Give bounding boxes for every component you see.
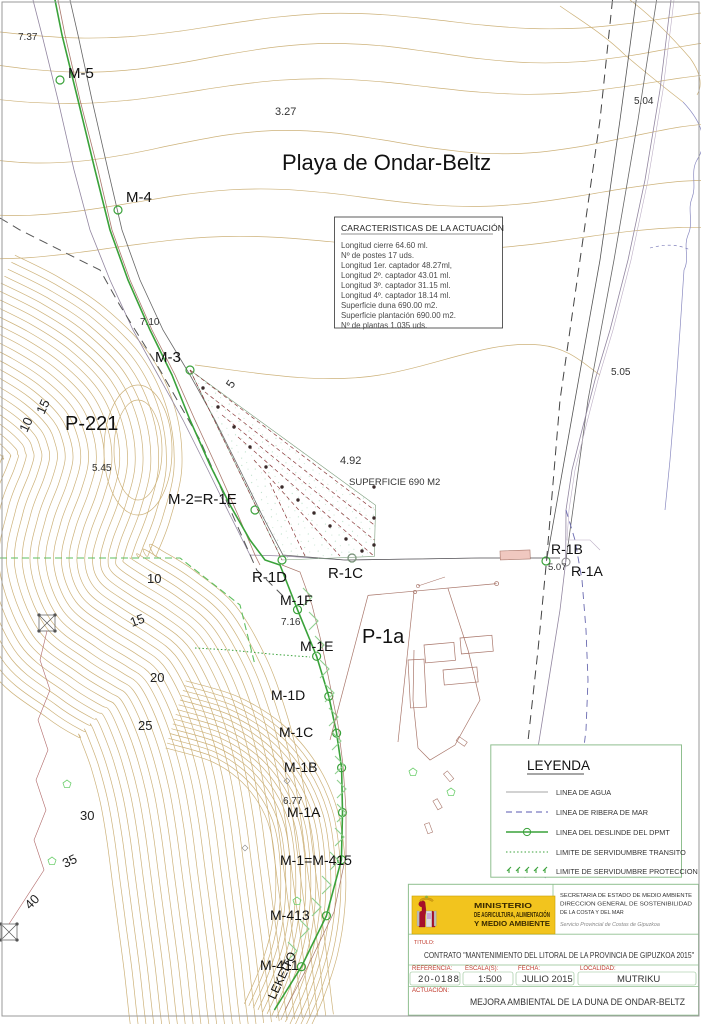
svg-text:DIRECCION GENERAL DE SOSTENIBI: DIRECCION GENERAL DE SOSTENIBILIDAD <box>560 902 692 908</box>
svg-text:LOCALIDAD:: LOCALIDAD: <box>580 966 616 972</box>
svg-text:Longitud 4º. captador 18.14: Longitud 4º. captador 18.14 ml. <box>341 291 450 300</box>
svg-text:CONTRATO "MANTENIMIENTO DEL L: CONTRATO "MANTENIMIENTO DEL LITORAL DE L… <box>424 950 694 960</box>
svg-text:20-0188: 20-0188 <box>418 974 460 985</box>
svg-text:M-4: M-4 <box>126 189 152 206</box>
svg-text:LIMITE DE SERVIDUMBRE PROTECCI: LIMITE DE SERVIDUMBRE PROTECCION <box>556 867 698 876</box>
svg-text:R-1B: R-1B <box>551 541 583 557</box>
svg-text:ACTUACIÓN:: ACTUACIÓN: <box>412 987 449 994</box>
svg-text:5.07: 5.07 <box>548 562 567 573</box>
svg-text:P-1a: P-1a <box>362 626 405 648</box>
svg-text:40: 40 <box>22 891 43 912</box>
svg-text:5.45: 5.45 <box>92 463 112 474</box>
svg-text:30: 30 <box>80 808 94 823</box>
svg-text:5: 5 <box>223 377 238 391</box>
svg-text:SECRETARIA DE ESTADO DE MEDIO: SECRETARIA DE ESTADO DE MEDIO AMBIENTE <box>560 893 692 899</box>
svg-text:M-3: M-3 <box>155 349 181 366</box>
svg-text:SUPERFICIE 690 M2: SUPERFICIE 690 M2 <box>349 477 440 488</box>
svg-text:M-1F: M-1F <box>280 592 313 608</box>
svg-text:FECHA:: FECHA: <box>518 966 540 972</box>
svg-text:Longitud 1er. captador 48.27ml: Longitud 1er. captador 48.27ml, <box>341 261 452 270</box>
svg-text:20: 20 <box>150 670 164 685</box>
svg-text:M-1C: M-1C <box>279 724 313 740</box>
svg-text:M-2=R-1E: M-2=R-1E <box>168 491 237 508</box>
svg-text:10: 10 <box>16 415 36 434</box>
svg-text:MUTRIKU: MUTRIKU <box>617 974 660 985</box>
svg-text:M-5: M-5 <box>68 65 94 82</box>
svg-text:DE LA COSTA Y DEL MAR: DE LA COSTA Y DEL MAR <box>560 910 624 916</box>
svg-text:MINISTERIO: MINISTERIO <box>474 901 533 910</box>
svg-text:R-1D: R-1D <box>252 569 287 586</box>
svg-text:M-1B: M-1B <box>284 759 317 775</box>
svg-text:Longitud 3º. captador 31.15: Longitud 3º. captador 31.15 ml. <box>341 281 450 290</box>
svg-text:REFERENCIA:: REFERENCIA: <box>412 966 453 972</box>
svg-text:R-1C: R-1C <box>328 565 363 582</box>
svg-text:TITULO:: TITULO: <box>414 940 434 946</box>
svg-text:5.04: 5.04 <box>634 96 654 107</box>
svg-text:Nº de plantas 1.035 uds.: Nº de plantas 1.035 uds. <box>341 321 427 330</box>
svg-text:LEYENDA: LEYENDA <box>527 758 590 773</box>
svg-text:10: 10 <box>147 571 161 586</box>
svg-text:25: 25 <box>138 718 152 733</box>
svg-text:7.10: 7.10 <box>140 317 160 328</box>
svg-text:6.77: 6.77 <box>283 796 303 807</box>
svg-text:LIMITE DE SERVIDUMBRE TRANSITO: LIMITE DE SERVIDUMBRE TRANSITO <box>556 848 686 857</box>
svg-text:Nº de postes 17 uds.: Nº de postes 17 uds. <box>341 251 414 260</box>
svg-text:ESCALA(S):: ESCALA(S): <box>465 966 499 972</box>
svg-text:JULIO 2015: JULIO 2015 <box>522 974 573 985</box>
svg-text:R-1A: R-1A <box>571 563 604 579</box>
svg-text:M-413: M-413 <box>270 907 310 923</box>
svg-text:Longitud 2º. captador 43.01: Longitud 2º. captador 43.01 ml. <box>341 271 450 280</box>
svg-text:M-1=M-415: M-1=M-415 <box>280 852 352 868</box>
svg-text:CARACTERISTICAS DE LA ACTUACIÓ: CARACTERISTICAS DE LA ACTUACIÓN <box>341 223 504 233</box>
svg-text:7.37: 7.37 <box>18 32 38 43</box>
svg-text:Servicio Provincial de Costas: Servicio Provincial de Costas de Gipuzko… <box>560 922 660 928</box>
svg-text:7.16: 7.16 <box>281 617 301 628</box>
svg-text:5.05: 5.05 <box>611 367 631 378</box>
svg-text:LINEA DEL DESLINDE DEL DPMT: LINEA DEL DESLINDE DEL DPMT <box>556 828 670 837</box>
svg-text:Playa de Ondar-Beltz: Playa de Ondar-Beltz <box>282 150 491 175</box>
svg-text:Superficie plantación 690.00 m: Superficie plantación 690.00 m2. <box>341 311 456 320</box>
svg-text:M-1D: M-1D <box>271 687 305 703</box>
svg-text:1:500: 1:500 <box>478 974 502 985</box>
svg-text:LINEA DE AGUA: LINEA DE AGUA <box>556 788 611 797</box>
svg-text:Longitud cierre 64.60 ml.: Longitud cierre 64.60 ml. <box>341 241 428 250</box>
svg-text:Superficie duna 690.00 m2.: Superficie duna 690.00 m2. <box>341 301 438 310</box>
svg-text:MEJORA AMBIENTAL DE LA DUNA DE: MEJORA AMBIENTAL DE LA DUNA DE ONDAR-BEL… <box>470 997 685 1007</box>
svg-text:DE AGRICULTURA, ALIMENTACIÓN: DE AGRICULTURA, ALIMENTACIÓN <box>474 910 550 919</box>
svg-text:M-1E: M-1E <box>300 638 333 654</box>
svg-text:35: 35 <box>60 851 79 871</box>
svg-text:P-221: P-221 <box>65 413 118 435</box>
svg-text:4.92: 4.92 <box>340 455 361 467</box>
svg-text:LINEA DE RIBERA DE MAR: LINEA DE RIBERA DE MAR <box>556 808 648 817</box>
svg-text:Y MEDIO AMBIENTE: Y MEDIO AMBIENTE <box>474 919 550 928</box>
svg-text:3.27: 3.27 <box>275 106 296 118</box>
